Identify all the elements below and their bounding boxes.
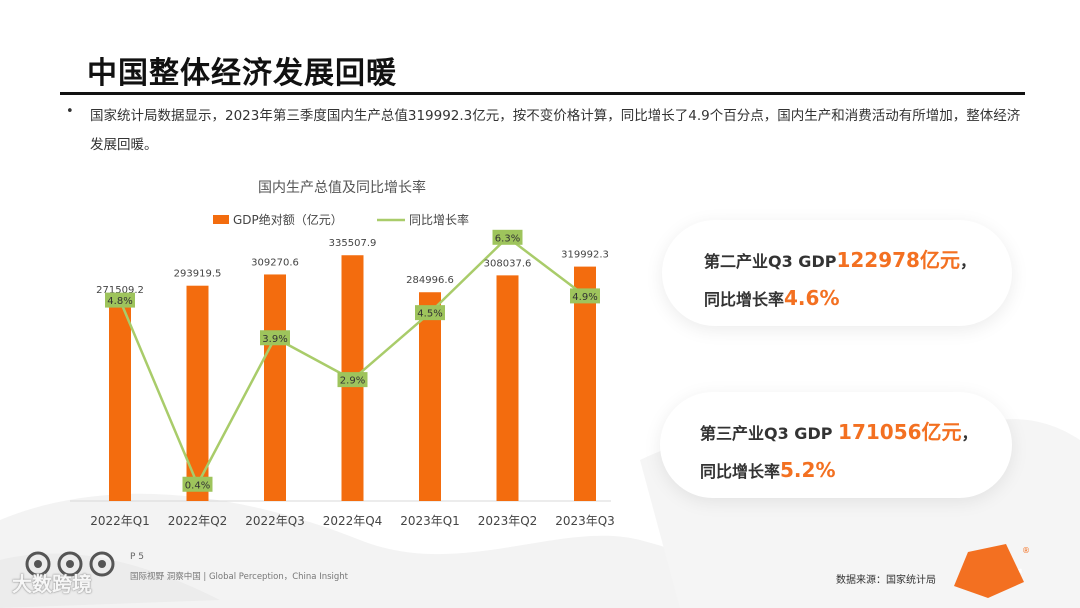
legend-bar-swatch: [213, 215, 229, 224]
growth-label-box: [415, 305, 445, 321]
gdp-value-label: 319992.3: [561, 250, 609, 261]
x-tick-label: 2022年Q1: [90, 514, 150, 528]
gdp-value-label: 309270.6: [251, 257, 299, 268]
card-gdp-value: 171056亿元: [838, 420, 962, 444]
card-rate-value: 5.2%: [780, 458, 836, 482]
gdp-chart: 国内生产总值及同比增长率 GDP绝对额（亿元） 同比增长率 271509.2 20…: [70, 179, 615, 528]
growth-value-label: 2.9%: [340, 376, 365, 387]
card-gdp-suffix: ，: [959, 252, 976, 271]
x-tick-label: 2022年Q2: [168, 514, 228, 528]
gdp-value-label: 335507.9: [329, 238, 377, 249]
footer-slogan: 国际视野 洞察中国 | Global Perception，China Insi…: [130, 572, 349, 582]
growth-value-label: 4.9%: [572, 292, 597, 303]
card-rate-line: 同比增长率5.2%: [700, 458, 835, 482]
legend-gdp: GDP绝对额（亿元）: [233, 212, 343, 227]
bullet-point: •: [66, 104, 74, 119]
card-gdp-suffix: ，: [961, 424, 978, 443]
secondary-industry-card: 第二产业Q3 GDP122978亿元， 同比增长率4.6%: [662, 220, 1012, 326]
x-tick-label: 2023年Q3: [555, 514, 615, 528]
card-rate-label: 同比增长率: [704, 290, 785, 309]
card-gdp-line: 第三产业Q3 GDP 171056亿元，: [700, 416, 978, 445]
watermark: 大数跨境: [12, 572, 92, 596]
gdp-value-label: 271509.2: [96, 285, 144, 296]
page-number: P 5: [130, 552, 145, 562]
growth-label-box: [105, 292, 135, 308]
x-tick-label: 2023年Q1: [400, 514, 460, 528]
x-tick-label: 2022年Q3: [245, 514, 305, 528]
page-title: 中国整体经济发展回暖: [87, 56, 397, 91]
gdp-bar: [574, 266, 596, 501]
gdp-bar: [419, 292, 441, 501]
data-source: 数据来源：国家统计局: [836, 575, 936, 586]
brand-circles-icon: [25, 551, 115, 577]
gdp-bar: [496, 275, 519, 501]
x-tick-label: 2023年Q2: [478, 514, 538, 528]
gdp-bar: [109, 302, 131, 501]
growth-label-box: [260, 330, 290, 346]
tertiary-industry-card: 第三产业Q3 GDP 171056亿元， 同比增长率5.2%: [660, 392, 1012, 498]
gdp-value-label: 293919.5: [174, 269, 222, 280]
growth-value-label: 4.8%: [107, 296, 132, 307]
legend-growth: 同比增长率: [409, 212, 469, 227]
card-gdp-label: 第二产业Q3 GDP: [704, 252, 837, 271]
growth-value-label: 4.5%: [417, 309, 442, 320]
card-rate-label: 同比增长率: [700, 462, 781, 481]
growth-value-label: 3.9%: [262, 334, 287, 345]
growth-value-label: 6.3%: [495, 233, 520, 244]
ctr-logo-shape: [954, 544, 1024, 598]
growth-label-box: [337, 372, 368, 388]
card-gdp-label: 第三产业Q3 GDP: [700, 424, 839, 443]
growth-label-box: [182, 476, 213, 492]
chart-title: 国内生产总值及同比增长率: [258, 179, 426, 196]
gdp-bar: [186, 285, 209, 501]
growth-label-box: [570, 288, 600, 304]
gdp-bar: [264, 274, 286, 501]
registered-mark: ®: [1022, 546, 1030, 555]
card-gdp-value: 122978亿元: [836, 248, 960, 272]
growth-value-label: 0.4%: [185, 480, 210, 491]
card-rate-value: 4.6%: [784, 286, 840, 310]
gdp-value-label: 308037.6: [484, 258, 532, 269]
gdp-value-label: 284996.6: [406, 275, 454, 286]
summary-text: 国家统计局数据显示，2023年第三季度国内生产总值319992.3亿元，按不变价…: [90, 108, 1021, 153]
x-tick-label: 2022年Q4: [323, 514, 383, 528]
title-underline: [60, 92, 1025, 95]
growth-label-box: [492, 229, 523, 245]
card-rate-line: 同比增长率4.6%: [704, 286, 839, 310]
card-gdp-line: 第二产业Q3 GDP122978亿元，: [704, 244, 976, 273]
